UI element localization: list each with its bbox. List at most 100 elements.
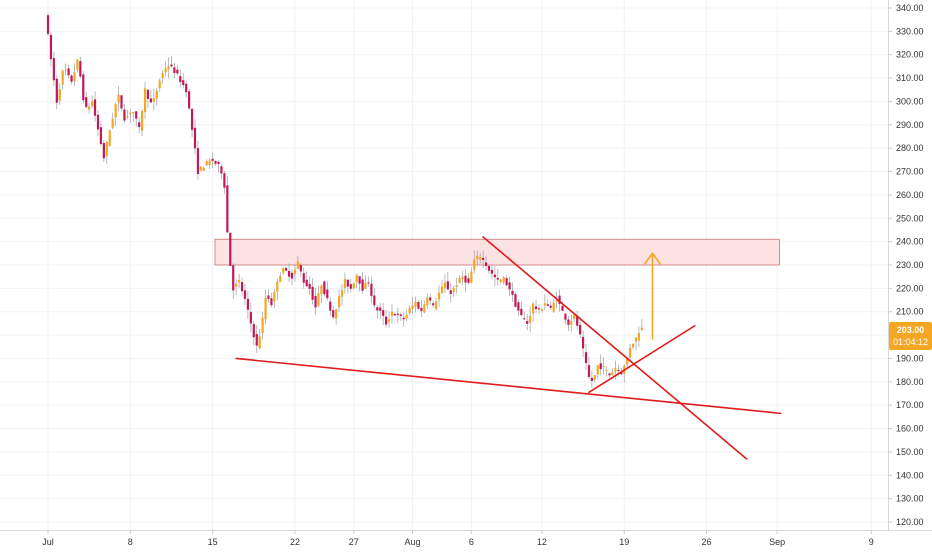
candle-body [249,312,252,324]
candle-body [473,259,476,271]
candle-body [226,185,229,233]
x-tick-label: 26 [702,537,712,547]
candle-body [514,294,517,307]
descending-trendline[interactable] [482,236,748,460]
candle-body [179,76,182,83]
candle-body [576,316,579,326]
candle-body [476,255,479,260]
candle-body [405,314,408,319]
candle-body [529,315,532,323]
y-tick-label: 250.00 [896,213,924,223]
candle-body [217,161,220,164]
candle-body [602,365,605,367]
candle-body [214,160,217,164]
candle-body [302,273,305,283]
candle-body [402,317,405,320]
y-tick-label: 140.00 [896,470,924,480]
candle-body [564,313,567,320]
candle-body [579,324,582,335]
candle-body [511,290,514,295]
candle-body [290,272,294,279]
candle-body [373,295,376,306]
y-tick-label: 270.00 [896,167,924,177]
candle-body [140,111,144,131]
candle-body [320,285,323,295]
time-axis[interactable]: Jul 8 15 22 27 Aug 6 12 19 26 Sep 9 [42,530,874,547]
candle-body [167,66,170,70]
y-tick-label: 180.00 [896,377,924,387]
candle-body [458,277,461,284]
candle-body [261,317,264,333]
y-tick-label: 300.00 [896,96,924,106]
candle-body [185,83,188,93]
candle-body [596,365,599,375]
candle-body [437,292,441,300]
x-tick-label: 12 [537,537,547,547]
candle-body [105,141,108,157]
candle-body [117,94,120,103]
candle-body [85,97,88,108]
candle-body [487,265,491,271]
candle-body [387,319,391,322]
y-tick-label: 310.00 [896,73,924,83]
x-tick-label: 22 [290,537,300,547]
candle-body [190,108,194,130]
x-tick-label: 19 [619,537,629,547]
candle-body [561,305,564,311]
candle-body [96,114,100,130]
candle-body [611,372,614,376]
candle-body [308,283,311,289]
y-tick-label: 130.00 [896,494,924,504]
candle-body [170,64,173,67]
candle-body [434,301,438,309]
candle-body [258,336,261,349]
candle-body [429,297,432,301]
candle-body [631,343,635,348]
ascending-trendline[interactable] [588,324,696,394]
candle-body [264,297,267,320]
candle-body [526,320,529,324]
candle-body [590,377,593,381]
candle-body [399,314,402,316]
candle-body [534,306,538,310]
candle-body [317,293,320,306]
candle-body [270,298,273,306]
up-arrow-head[interactable] [643,251,662,265]
candle-body [138,122,141,128]
candlestick-series [46,12,643,388]
y-tick-label: 340.00 [896,3,924,13]
candle-body [220,166,223,174]
candle-body [508,282,511,290]
candle-body [161,73,164,79]
x-tick-label: 6 [469,537,474,547]
candle-body [240,282,244,292]
last-price-tag-background [889,322,932,350]
price-axis[interactable]: 120.00 130.00 140.00 150.00 160.00 170.00 180.… [888,3,924,527]
candle-body [293,269,297,275]
candle-body [132,112,135,114]
resistance-zone[interactable] [214,238,780,266]
candle-body [149,98,152,103]
lower-support-line[interactable] [235,357,782,415]
candle-body [640,327,643,331]
candle-body [305,279,308,287]
last-price-tag: 203.00 01:04:12 [889,322,932,350]
candle-body [349,284,352,289]
y-tick-label: 170.00 [896,400,924,410]
candle-body [329,301,332,311]
candle-body [238,279,241,283]
candle-body [143,88,147,112]
candle-body [440,286,444,294]
y-tick-label: 320.00 [896,50,924,60]
y-tick-label: 240.00 [896,237,924,247]
candle-body [79,61,82,77]
candle-body [282,268,285,273]
trendlines-layer[interactable] [235,236,782,460]
candle-body [229,232,232,266]
up-arrow-layer[interactable] [643,251,662,340]
candle-body [64,69,67,71]
candle-body [484,262,488,266]
